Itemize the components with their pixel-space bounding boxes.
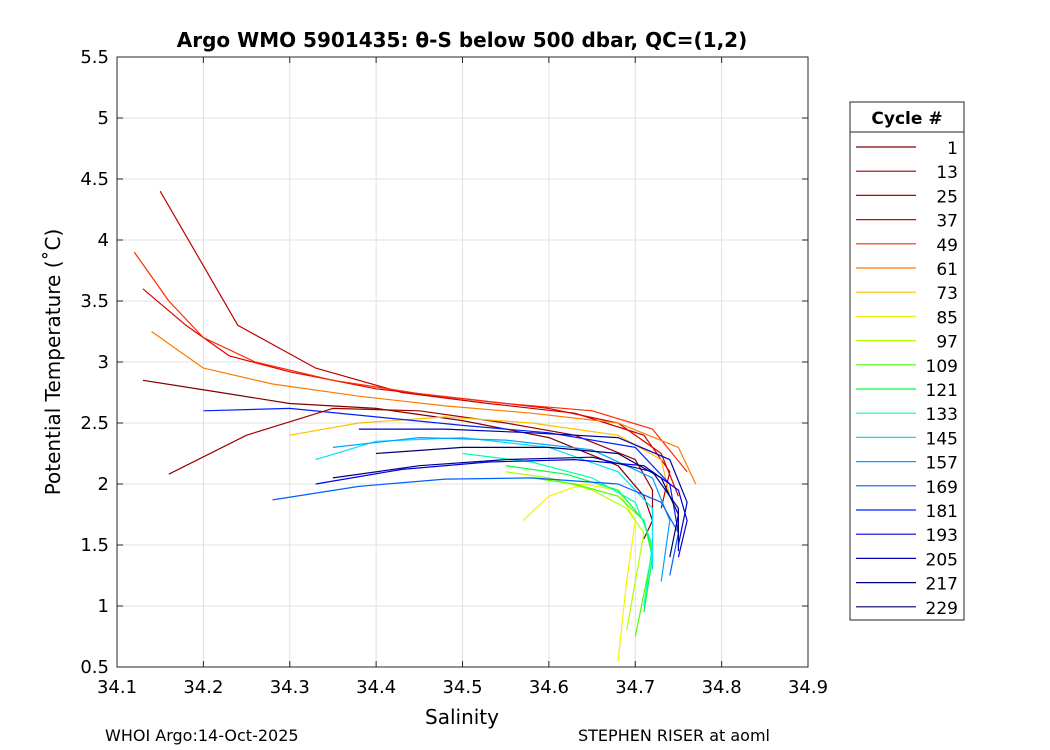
chart-title: Argo WMO 5901435: θ-S below 500 dbar, QC…	[177, 28, 747, 52]
series-group	[133, 190, 697, 661]
x-tick-label: 34.5	[442, 677, 482, 698]
series-line-217	[332, 456, 680, 552]
series-line-145	[315, 437, 654, 570]
series-line-205	[358, 428, 688, 546]
y-tick-label: 4	[98, 230, 109, 251]
series-line-97	[505, 471, 645, 631]
legend-label-181: 181	[926, 502, 958, 522]
y-tick-label: 5.5	[80, 47, 109, 68]
legend-label-133: 133	[926, 405, 958, 425]
y-tick-label: 3.5	[80, 291, 109, 312]
legend-label-169: 169	[926, 478, 958, 498]
legend-label-61: 61	[936, 260, 958, 280]
legend-label-205: 205	[926, 550, 958, 570]
series-line-133	[462, 452, 654, 607]
series-line-73	[289, 416, 671, 497]
grid	[116, 56, 809, 668]
x-tick-label: 34.9	[788, 677, 828, 698]
y-tick-label: 3	[98, 352, 109, 373]
series-line-61	[151, 331, 697, 485]
legend-label-85: 85	[936, 308, 958, 328]
legend-label-1: 1	[947, 139, 958, 159]
x-tick-label: 34.8	[702, 677, 742, 698]
legend-label-145: 145	[926, 429, 958, 449]
x-tick-label: 34.7	[615, 677, 655, 698]
y-tick-label: 5	[98, 108, 109, 129]
legend-title: Cycle #	[871, 109, 942, 129]
legend-label-157: 157	[926, 454, 958, 474]
legend-label-97: 97	[936, 333, 958, 353]
y-tick-label: 1.5	[80, 535, 109, 556]
x-tick-label: 34.2	[183, 677, 223, 698]
y-tick-label: 4.5	[80, 169, 109, 190]
series-line-121	[505, 465, 654, 613]
series-line-49	[133, 251, 688, 473]
series-line-157	[332, 437, 671, 582]
x-tick-label: 34.1	[97, 677, 137, 698]
legend-label-109: 109	[926, 357, 958, 377]
x-tick-label: 34.4	[356, 677, 396, 698]
legend-label-13: 13	[936, 163, 958, 183]
y-tick-label: 0.5	[80, 657, 109, 678]
legend-label-73: 73	[936, 284, 958, 304]
legend-label-217: 217	[926, 575, 958, 595]
footer-right: STEPHEN RISER at aoml	[578, 726, 770, 745]
legend-label-25: 25	[936, 187, 958, 207]
series-line-181	[203, 407, 679, 533]
x-axis-label: Salinity	[425, 705, 499, 729]
x-tick-label: 34.3	[270, 677, 310, 698]
series-line-229	[376, 446, 680, 558]
legend-label-121: 121	[926, 381, 958, 401]
legend-entries: 1 13 25 37 49 61 73 85 97 109 121 133 145 157 169 181 19…	[856, 139, 958, 619]
legend-label-193: 193	[926, 526, 958, 546]
axis-ticks: 34.1 34.2 34.3 34.4 34.5 34.6 34.7 34.8 34.90.51…	[80, 47, 828, 698]
legend-label-49: 49	[936, 236, 958, 256]
footer-left: WHOI Argo:14-Oct-2025	[105, 726, 299, 745]
series-line-193	[315, 459, 688, 558]
plot-area	[133, 190, 697, 661]
y-axis-label: Potential Temperature (˚C)	[41, 229, 65, 496]
y-tick-label: 1	[98, 596, 109, 617]
y-tick-label: 2	[98, 474, 109, 495]
legend: Cycle # 1 13 25 37 49 61 73 85 97 109 121 133 145 157…	[849, 101, 965, 621]
series-line-13	[168, 407, 654, 521]
legend-label-37: 37	[936, 212, 958, 232]
y-tick-label: 2.5	[80, 413, 109, 434]
x-tick-label: 34.6	[529, 677, 569, 698]
legend-label-229: 229	[926, 599, 958, 619]
series-line-85	[522, 483, 636, 661]
